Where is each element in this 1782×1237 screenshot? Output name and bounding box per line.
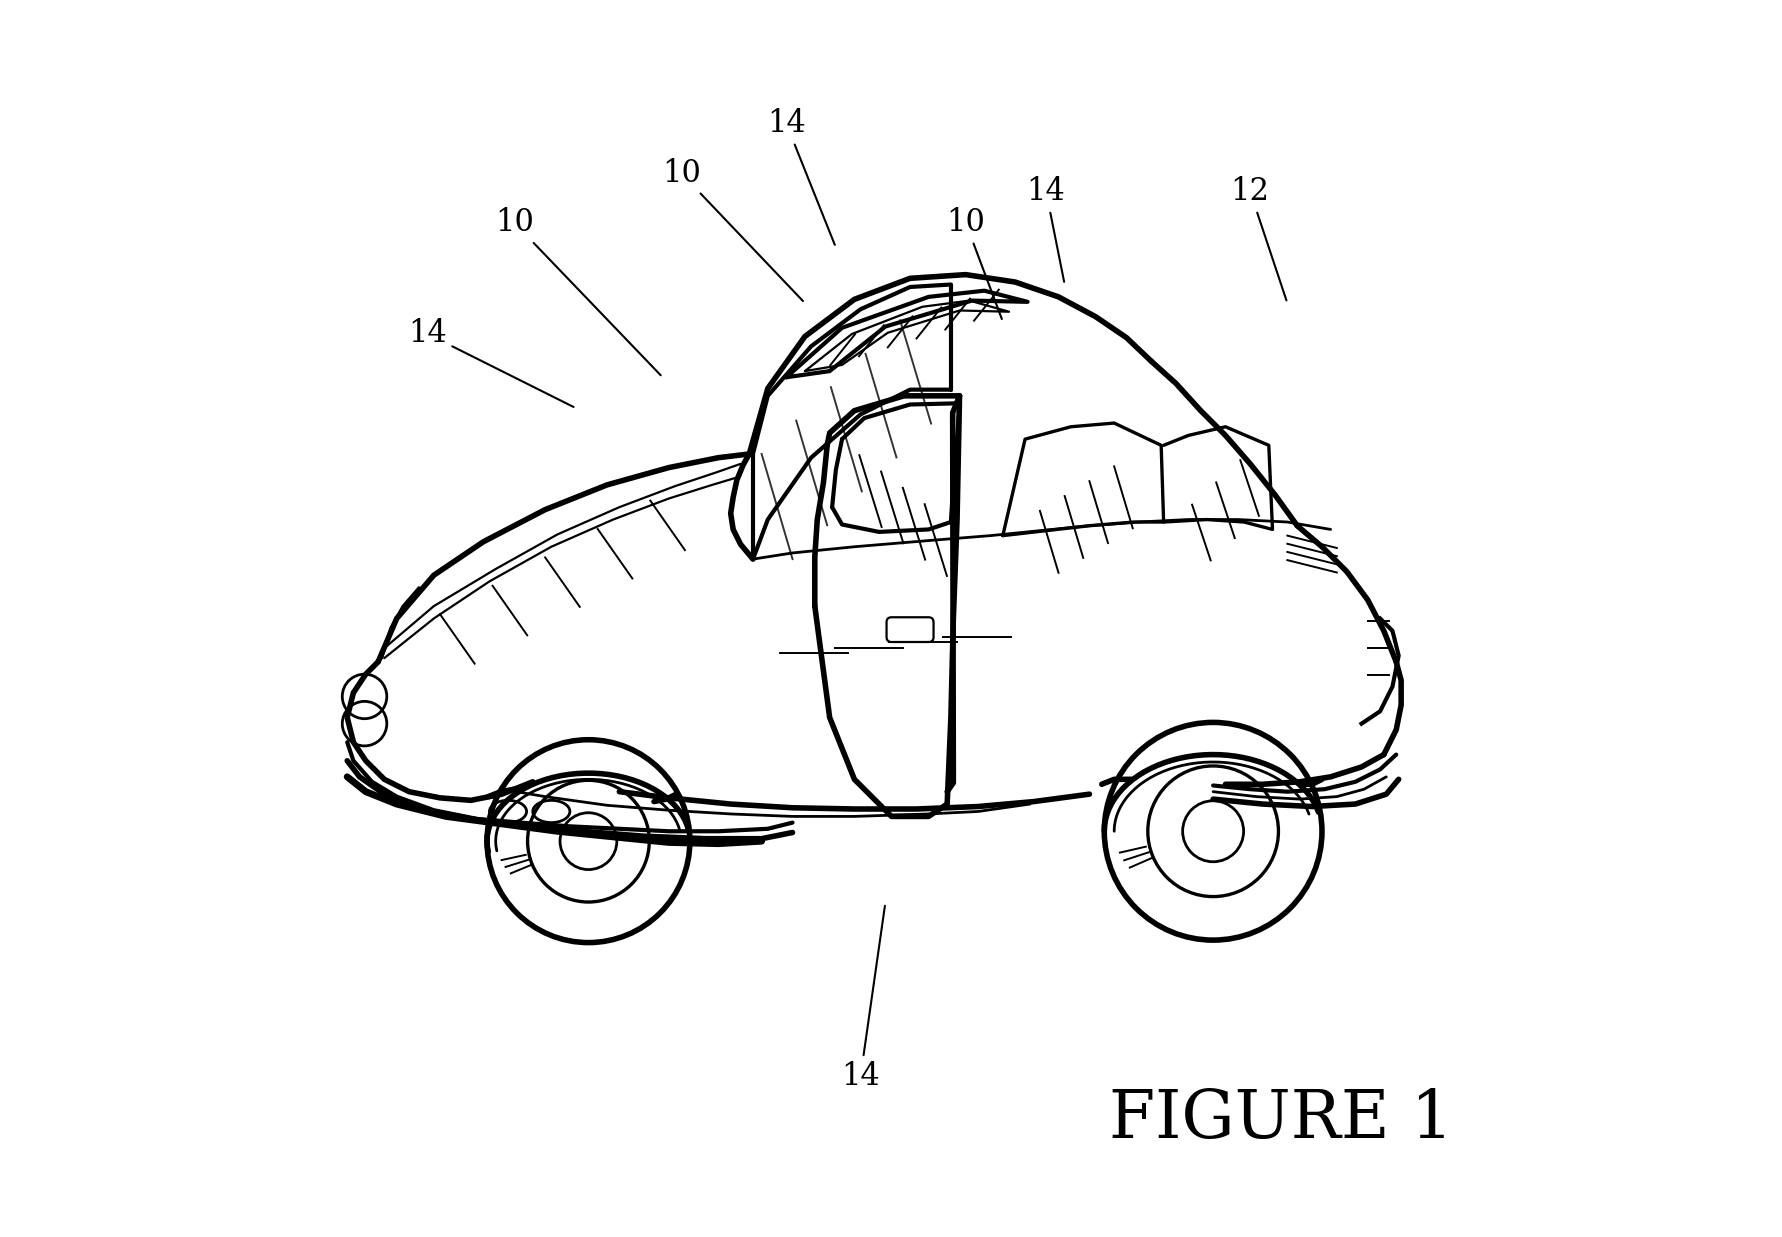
Text: 14: 14 xyxy=(408,318,574,407)
Text: 10: 10 xyxy=(946,207,1001,319)
Text: 14: 14 xyxy=(1026,176,1066,282)
FancyBboxPatch shape xyxy=(886,617,934,642)
Text: FIGURE 1: FIGURE 1 xyxy=(1108,1087,1452,1152)
Text: 10: 10 xyxy=(494,207,661,375)
Text: 10: 10 xyxy=(661,157,802,301)
Text: 14: 14 xyxy=(841,905,884,1092)
Text: 12: 12 xyxy=(1230,176,1287,301)
Text: 14: 14 xyxy=(766,108,834,245)
